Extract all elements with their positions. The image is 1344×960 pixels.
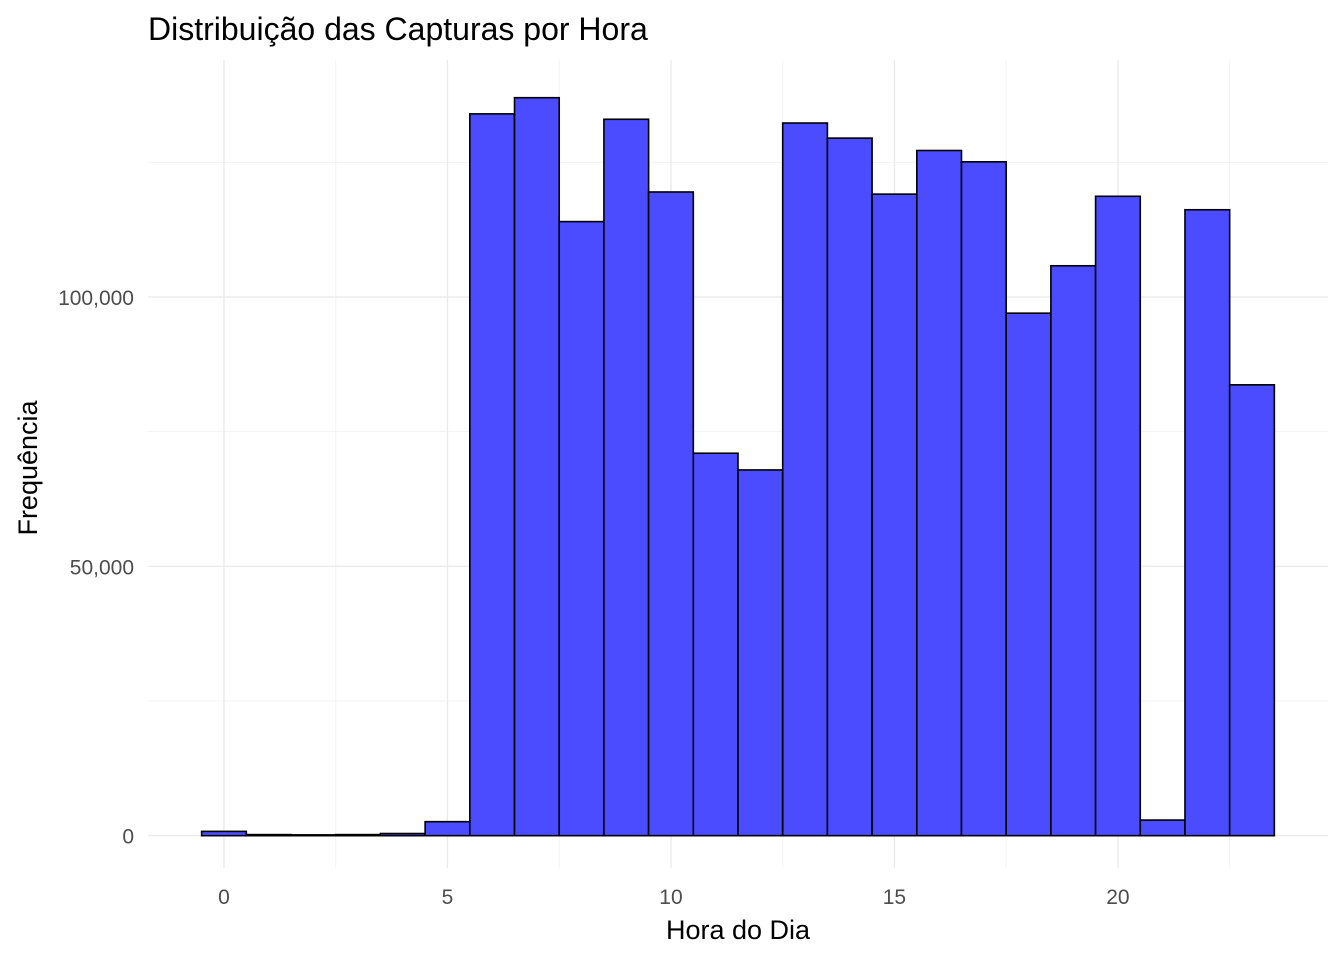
histogram-bar [871,193,918,837]
x-tick-label: 5 [442,886,454,909]
histogram-bar [334,833,382,837]
chart-title: Distribuição das Capturas por Hora [148,11,648,47]
histogram-bar [826,137,873,837]
histogram-bar [603,118,650,837]
histogram-bar [692,452,739,837]
histogram-bar [424,820,471,837]
histogram-bar [245,833,292,837]
histogram-bar [1228,384,1276,837]
histogram-bar [200,830,248,837]
x-tick-label: 10 [659,886,682,909]
histogram-bar [513,96,561,837]
y-axis-label: Frequência [13,399,43,535]
histogram-bar [647,191,695,837]
histogram-bar [379,832,426,837]
histogram-bar [1094,195,1142,837]
histogram-bar [737,469,784,837]
bars [200,96,1276,837]
histogram-bar [1005,312,1052,837]
x-tick-label: 0 [218,886,230,909]
x-axis-label: Hora do Dia [666,915,811,945]
x-tick-label: 20 [1106,886,1129,909]
x-axis-ticks: 0 5 10 15 20 [218,886,1129,909]
x-tick-label: 15 [883,886,906,909]
histogram-bar [781,122,829,837]
y-tick-label: 0 [122,826,134,849]
histogram-bar [1139,819,1186,837]
histogram-bar [290,834,337,837]
y-tick-label: 100,000 [58,287,134,310]
y-tick-label: 50,000 [70,556,134,579]
histogram-bar [915,149,963,837]
histogram-bar [1184,208,1231,837]
histogram-bar [469,113,516,837]
histogram-bar [960,161,1007,837]
y-axis-ticks: 0 50,000 100,000 [58,287,134,849]
histogram-bar [1050,264,1097,837]
histogram-bar [558,220,605,837]
